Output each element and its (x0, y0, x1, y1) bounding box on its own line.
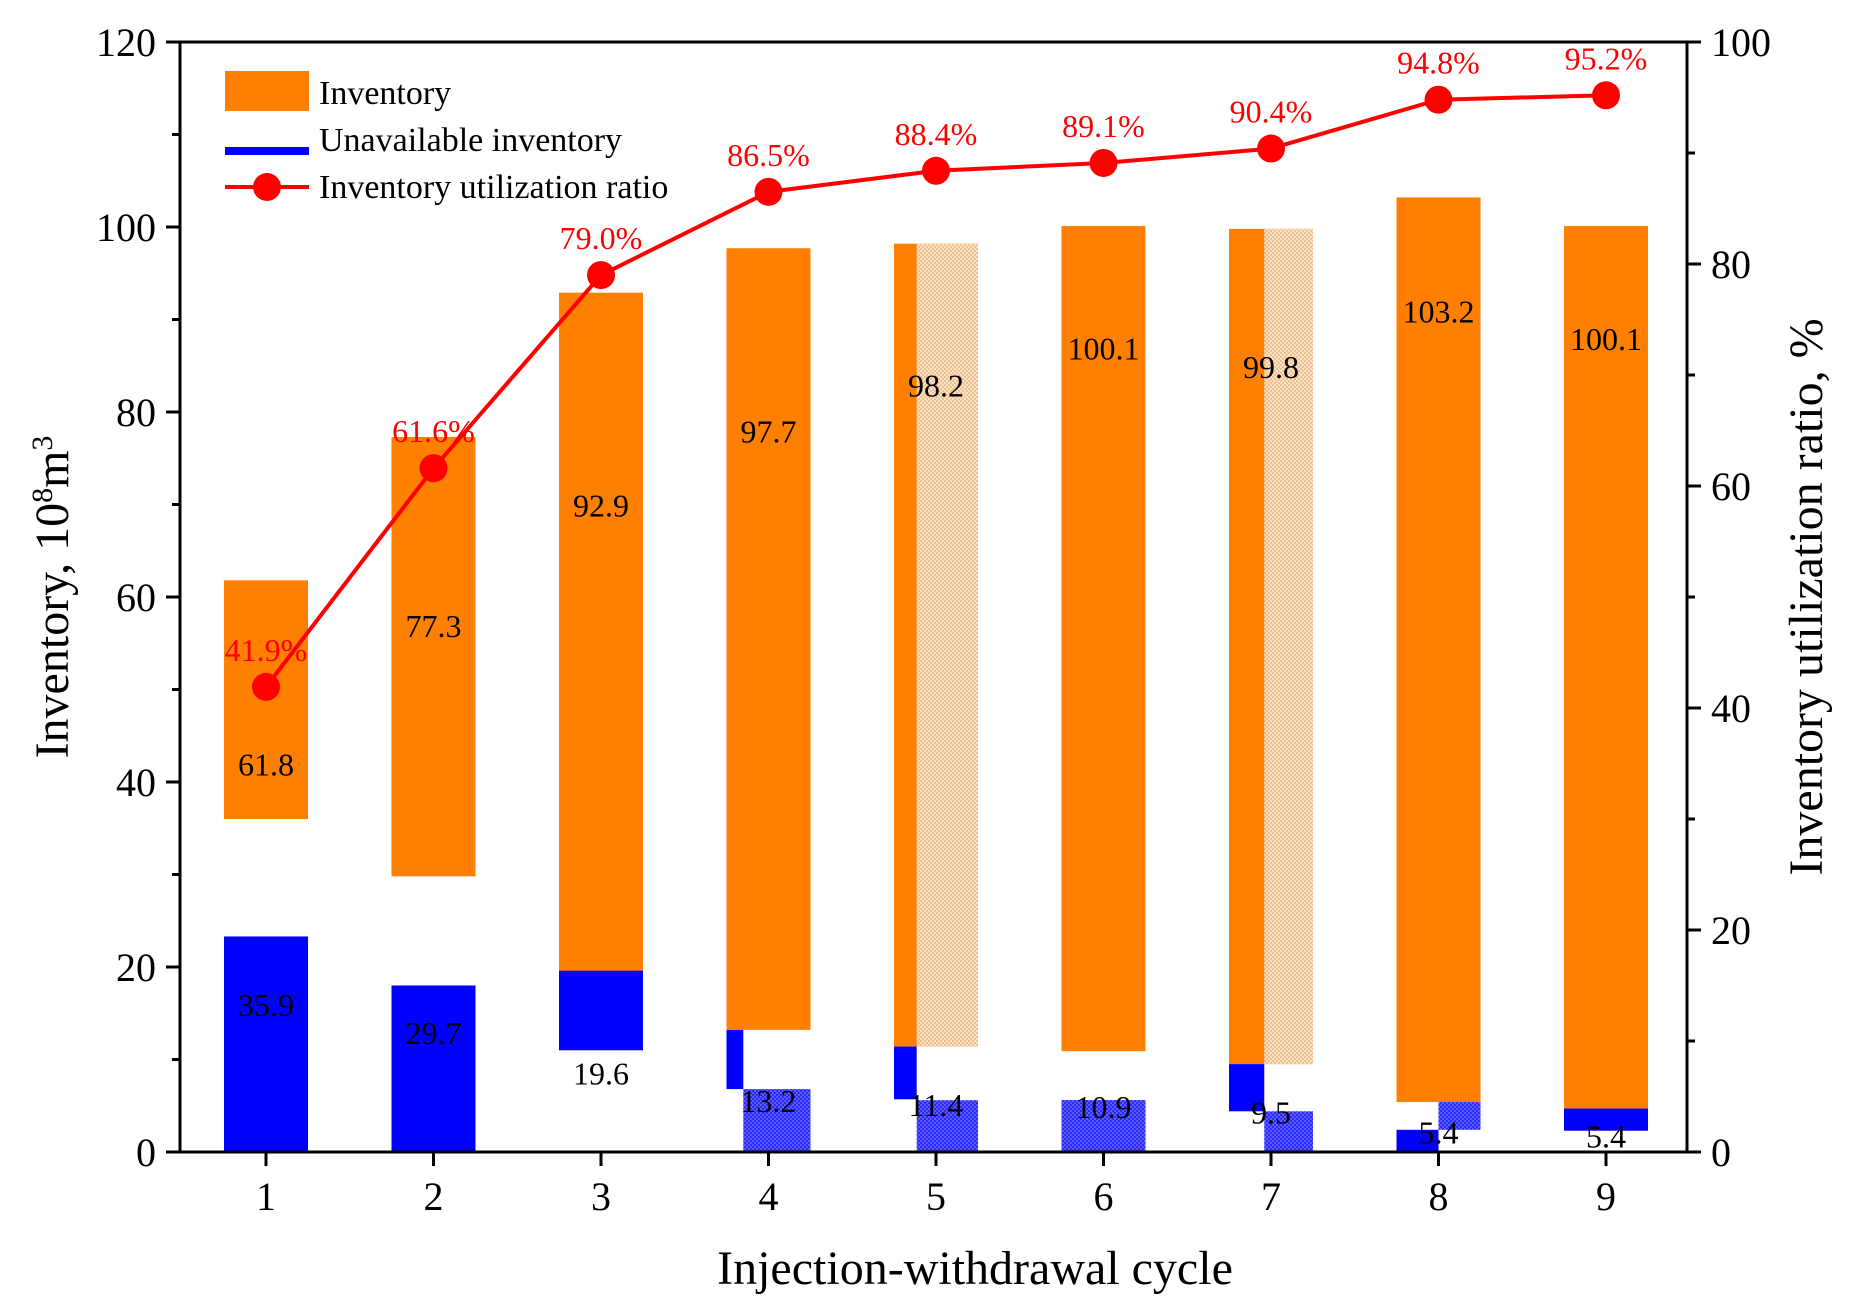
y-axis-title: Inventory, 108m3 (26, 436, 80, 759)
ratio-value-label-6: 89.1% (1062, 108, 1145, 144)
inventory-value-label-4: 97.7 (741, 414, 797, 450)
inventory-bar-2 (391, 436, 476, 877)
unavailable-value-label-9: 5.4 (1586, 1118, 1626, 1154)
y2-tick-label-0: 0 (1711, 1130, 1731, 1175)
hatched-blue-bar-7-5 (1264, 1111, 1313, 1152)
x-tick-label-1: 1 (256, 1174, 276, 1219)
hatched-light-bar-7-4 (1264, 228, 1313, 1065)
unavailable-bar-3 (559, 970, 643, 1051)
x-tick-label-4: 4 (759, 1174, 779, 1219)
inventory-value-label-8: 103.2 (1403, 293, 1475, 329)
unavailable-bar-2 (391, 985, 476, 1152)
y2-tick-label-20: 20 (1711, 908, 1751, 953)
x-tick-label-6: 6 (1094, 1174, 1114, 1219)
ratio-value-label-2: 61.6% (392, 413, 475, 449)
hatched-blue-bar-5-2 (916, 1100, 978, 1152)
ratio-point-8 (1424, 85, 1453, 114)
ratio-value-label-9: 95.2% (1565, 40, 1648, 76)
ratio-point-6 (1089, 148, 1118, 177)
x-tick-label-8: 8 (1429, 1174, 1449, 1219)
ratio-value-label-7: 90.4% (1230, 94, 1313, 130)
ratio-point-5 (922, 156, 950, 185)
ratio-point-9 (1592, 81, 1620, 110)
inventory-value-label-5: 98.2 (908, 367, 964, 403)
data-labels-layer: 61.8 77.3 92.9 97.7 98.2 100.1 99.8 103.2 100.1 3… (225, 40, 1648, 1154)
unavailable-bar-1 (224, 936, 308, 1152)
y-axis-title-unit-exp: 3 (26, 436, 59, 451)
x-tick-label-9: 9 (1596, 1174, 1616, 1219)
inventory-value-label-3: 92.9 (573, 488, 629, 524)
ratio-value-label-4: 86.5% (727, 137, 810, 173)
unavailable-value-label-3: 19.6 (573, 1055, 629, 1091)
y-axis-title-unit: m (26, 451, 79, 488)
inventory-bar-6 (1061, 226, 1146, 1052)
unavailable-bar-4 (726, 1029, 744, 1090)
legend-ratio-label: Inventory utilization ratio (319, 169, 668, 206)
y-tick-label-80: 80 (116, 390, 156, 435)
x-tick-label-3: 3 (591, 1174, 611, 1219)
inventory-value-label-2: 77.3 (406, 608, 462, 644)
inventory-bar-4 (726, 248, 811, 1030)
y-tick-label-120: 120 (96, 20, 156, 65)
unavailable-value-label-8: 5.4 (1419, 1115, 1459, 1151)
unavailable-value-label-7: 9.5 (1251, 1094, 1291, 1130)
y-tick-label-0: 0 (136, 1130, 156, 1175)
ratio-value-label-8: 94.8% (1397, 45, 1480, 81)
ratio-point-4 (754, 177, 783, 206)
unavailable-value-label-5: 11.4 (909, 1087, 964, 1123)
unavailable-value-label-6: 10.9 (1076, 1089, 1132, 1125)
y-tick-label-100: 100 (96, 205, 156, 250)
hatched-blue-bar-6-3 (1061, 1100, 1146, 1152)
x-tick-label-7: 7 (1261, 1174, 1281, 1219)
ratio-point-3 (587, 261, 615, 290)
unavailable-value-label-4: 13.2 (741, 1083, 797, 1119)
inventory-value-label-9: 100.1 (1570, 321, 1642, 357)
legend-unavailable-swatch (225, 147, 309, 155)
ratio-line-layer (252, 81, 1620, 701)
axis-ticks-layer: 0 20 40 60 80 100 120 0 20 40 60 80 100 1 2 3 4 5 6 7 8 9 (96, 20, 1771, 1219)
inventory-value-label-7: 99.8 (1243, 349, 1299, 385)
bars-layer (224, 197, 1648, 1152)
inventory-bar-8 (1396, 197, 1481, 1103)
y2-tick-label-80: 80 (1711, 242, 1751, 287)
hatched-blue-bar-8-6 (1438, 1102, 1481, 1130)
legend-inventory-label: Inventory (319, 75, 451, 112)
y2-tick-label-60: 60 (1711, 464, 1751, 509)
y-tick-label-60: 60 (116, 575, 156, 620)
y2-tick-label-100: 100 (1711, 20, 1771, 65)
ratio-value-label-3: 79.0% (560, 220, 643, 256)
y-axis-title-main: Inventory, 10 (26, 503, 79, 759)
legend-ratio-marker (253, 173, 281, 201)
y2-tick-label-40: 40 (1711, 686, 1751, 731)
ratio-point-7 (1257, 134, 1285, 163)
legend: Inventory Unavailable inventory Inventor… (225, 71, 668, 206)
ratio-point-1 (252, 672, 280, 701)
ratio-value-label-5: 88.4% (895, 116, 978, 152)
unavailable-bar-5 (894, 1046, 917, 1100)
unavailable-bar-9 (1564, 1108, 1648, 1131)
y-axis-title-exp: 8 (26, 488, 59, 503)
y-tick-label-40: 40 (116, 760, 156, 805)
x-tick-label-2: 2 (424, 1174, 444, 1219)
inventory-value-label-6: 100.1 (1068, 330, 1140, 366)
unavailable-bar-7 (1229, 1064, 1265, 1112)
hatched-blue-bar-4-0 (743, 1089, 811, 1152)
hatched-light-bar-5-1 (916, 243, 978, 1047)
x-axis-title: Injection-withdrawal cycle (717, 1242, 1233, 1295)
unavailable-value-label-1: 35.9 (238, 987, 294, 1023)
unavailable-bar-8 (1396, 1129, 1439, 1152)
y-tick-label-20: 20 (116, 945, 156, 990)
legend-inventory-swatch (225, 71, 309, 111)
inventory-bar-9 (1564, 226, 1648, 1109)
inventory-bar-3 (559, 292, 643, 1051)
legend-unavailable-label: Unavailable inventory (319, 122, 622, 159)
x-tick-label-5: 5 (926, 1174, 946, 1219)
y2-axis-title: Inventory utilization ratio, % (1780, 318, 1833, 875)
inventory-value-label-1: 61.8 (238, 747, 294, 783)
ratio-value-label-1: 41.9% (225, 632, 308, 668)
ratio-point-2 (419, 454, 448, 483)
unavailable-value-label-2: 29.7 (406, 1015, 462, 1051)
